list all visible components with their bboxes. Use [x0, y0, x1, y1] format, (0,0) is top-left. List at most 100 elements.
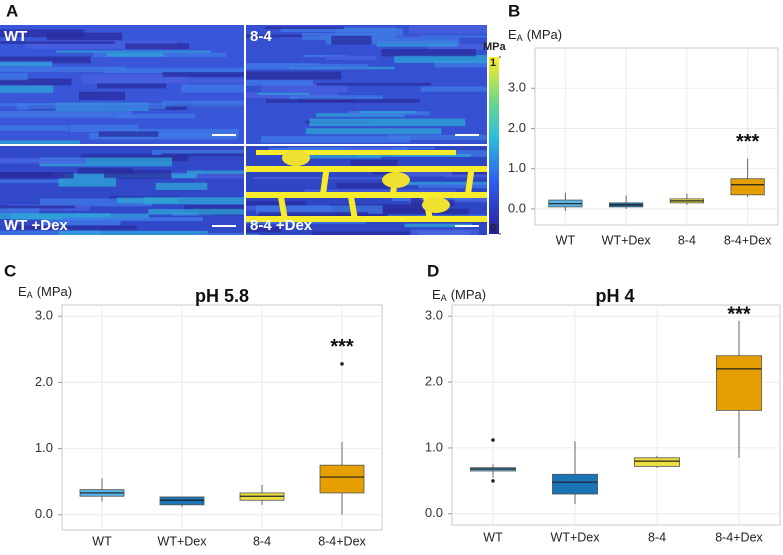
- texture: [257, 92, 310, 95]
- x-tick-label: WT: [556, 233, 576, 247]
- image-label: 8-4 +Dex: [250, 217, 313, 234]
- texture: [400, 169, 452, 177]
- x-tick-label: WT+Dex: [602, 233, 652, 247]
- y-tick-label: 1.0: [425, 439, 443, 454]
- outlier: [491, 479, 495, 483]
- texture: [302, 54, 347, 58]
- image-label: 8-4: [250, 28, 272, 45]
- colorbar-tick-label: 0: [490, 222, 496, 234]
- texture: [316, 82, 431, 86]
- texture: [200, 232, 244, 235]
- afm-panel: A WT 8-4 WT +Dex 8-4 +Dex MPa 0 1: [0, 1, 507, 235]
- panel-letter: D: [427, 261, 439, 280]
- texture: [404, 181, 487, 186]
- texture: [246, 233, 259, 235]
- texture: [404, 223, 473, 228]
- y-axis-label-part: E: [432, 287, 441, 302]
- texture: [418, 183, 487, 189]
- texture: [0, 206, 40, 214]
- texture: [107, 53, 164, 57]
- y-tick-label: 0.0: [425, 505, 443, 520]
- x-tick-label: WT: [92, 534, 112, 548]
- texture: [96, 83, 167, 89]
- texture: [102, 67, 244, 74]
- afm-image: [0, 146, 244, 235]
- texture: [304, 189, 457, 192]
- texture: [246, 80, 313, 86]
- afm-image: [0, 25, 244, 144]
- texture: [162, 72, 244, 77]
- texture: [58, 177, 116, 187]
- box: [159, 496, 205, 506]
- texture: [330, 204, 448, 213]
- texture: [277, 192, 288, 220]
- texture: [387, 134, 487, 140]
- panel-letter: C: [4, 261, 16, 280]
- box: [730, 178, 765, 196]
- texture: [280, 27, 397, 32]
- texture: [0, 78, 72, 86]
- texture: [261, 135, 410, 143]
- y-axis-label: EA (MPa): [508, 27, 562, 43]
- texture: [282, 150, 310, 166]
- texture: [143, 197, 244, 205]
- texture: [357, 153, 471, 157]
- afm-image: [246, 25, 487, 144]
- y-axis-label-part: A: [441, 293, 447, 303]
- significance: ***: [330, 336, 354, 358]
- texture: [88, 132, 237, 140]
- texture: [15, 225, 137, 230]
- texture: [62, 217, 203, 222]
- texture: [98, 131, 159, 137]
- texture: [69, 124, 139, 132]
- box-chart: BEA (MPa) 0.0 1.0 2.0 3.0 WT WT+Dex 8-4 8-4+Dex **…: [508, 1, 779, 247]
- texture: [181, 84, 244, 93]
- texture: [420, 86, 487, 92]
- texture: [81, 74, 187, 84]
- box-chart: CEA (MPa) pH 5.8 0.0 1.0 2.0 3.0 WT WT+Dex 8-4 8-4…: [4, 261, 383, 548]
- colorbar: [489, 57, 499, 234]
- afm-image: [246, 146, 487, 235]
- panel-letter: A: [6, 1, 18, 20]
- y-tick-label: 3.0: [425, 308, 443, 323]
- texture: [43, 216, 121, 226]
- box: [634, 457, 680, 467]
- texture: [78, 91, 125, 101]
- texture: [246, 201, 306, 206]
- texture: [408, 25, 487, 34]
- texture: [16, 103, 166, 110]
- texture: [325, 37, 460, 45]
- y-axis-label-part: (MPa): [451, 287, 486, 302]
- box: [552, 473, 598, 495]
- box: [319, 464, 365, 494]
- texture: [0, 171, 74, 179]
- texture: [0, 41, 116, 44]
- x-tick-label: 8-4+Dex: [724, 233, 772, 247]
- outlier: [491, 438, 495, 442]
- texture: [256, 205, 383, 214]
- texture: [0, 110, 132, 118]
- texture: [305, 128, 442, 135]
- texture: [0, 205, 76, 209]
- texture: [0, 179, 66, 183]
- texture: [335, 28, 404, 36]
- texture: [0, 56, 91, 64]
- y-axis-label-part: (MPa): [527, 27, 562, 42]
- texture: [0, 85, 54, 93]
- y-tick-label: 2.0: [508, 120, 526, 135]
- y-axis-label-part: E: [18, 284, 27, 299]
- texture: [350, 159, 398, 168]
- panel-letter: B: [508, 1, 520, 20]
- texture: [347, 192, 358, 220]
- texture: [309, 118, 466, 127]
- texture: [256, 150, 456, 155]
- box: [716, 355, 762, 411]
- texture: [289, 95, 383, 100]
- texture: [394, 54, 487, 63]
- significance: ***: [727, 303, 751, 325]
- texture: [246, 71, 342, 80]
- y-axis-label: EA (MPa): [18, 284, 72, 300]
- plot-area: [534, 47, 779, 226]
- y-tick-label: 1.0: [508, 160, 526, 175]
- texture: [464, 169, 475, 197]
